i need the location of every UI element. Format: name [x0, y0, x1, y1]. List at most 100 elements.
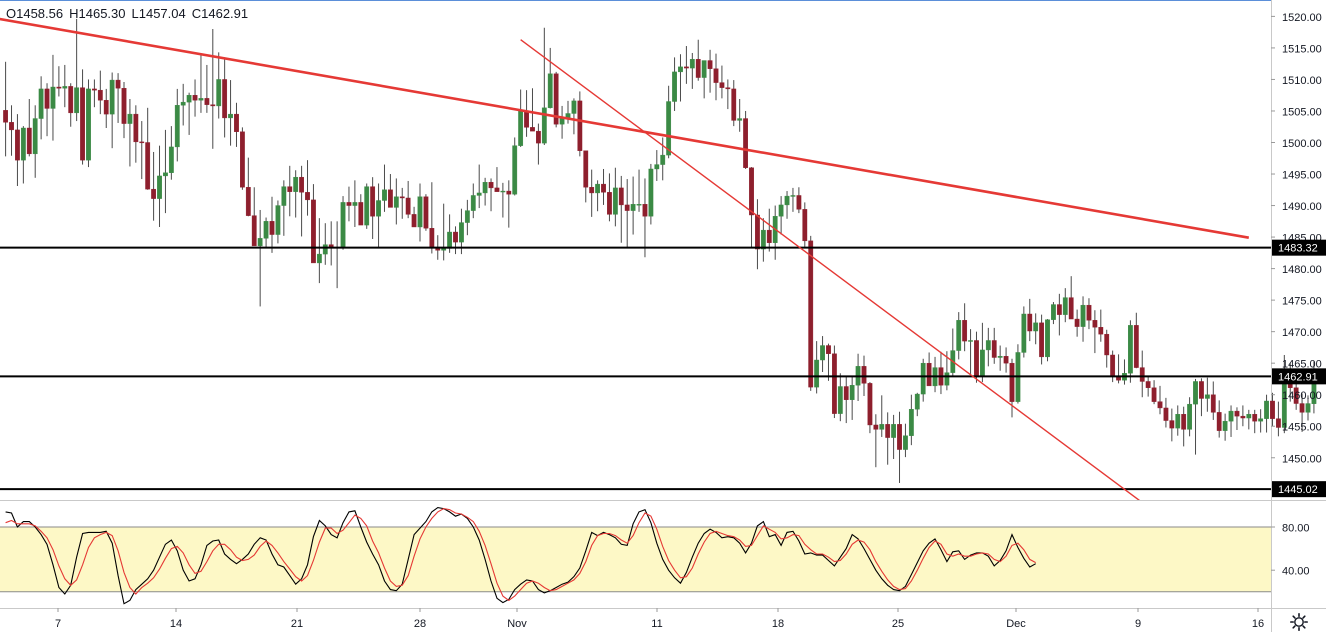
candle [832, 345, 837, 419]
candle-body [808, 240, 814, 388]
candle-body [459, 222, 464, 243]
candle [1104, 329, 1110, 368]
candle [364, 183, 370, 229]
candle [1199, 378, 1204, 417]
candle-body [974, 340, 979, 376]
candle [251, 187, 257, 247]
candle [1151, 380, 1157, 405]
candle [316, 218, 322, 284]
candle [1175, 405, 1181, 436]
candle [1127, 320, 1133, 383]
candle-body [411, 214, 417, 228]
candle [630, 176, 636, 235]
candle-body [506, 190, 512, 195]
candle-body [749, 167, 754, 216]
price-tick-label: 1455.00 [1282, 422, 1322, 434]
candle [346, 186, 352, 222]
candle-body [26, 127, 32, 155]
candle [275, 200, 281, 244]
candle-body [962, 320, 968, 342]
candle [38, 76, 44, 140]
candle [1092, 310, 1098, 354]
candle-body [1157, 401, 1163, 409]
candle [820, 336, 825, 373]
time-tick-label: Nov [507, 618, 527, 630]
candle-body [340, 202, 346, 248]
candle [660, 137, 666, 181]
candle-body [695, 59, 701, 78]
candle-body [1009, 362, 1015, 402]
candle [429, 182, 435, 254]
candle-body [1056, 304, 1062, 315]
candle-body [956, 320, 962, 351]
gear-icon[interactable] [1289, 612, 1309, 632]
candle [713, 53, 719, 101]
candle [382, 164, 387, 212]
candle-body [636, 204, 642, 206]
candle-body [482, 182, 488, 194]
candle-body [346, 202, 352, 206]
candle [547, 47, 553, 109]
candle [595, 180, 601, 212]
candle [506, 180, 512, 228]
candle [1086, 298, 1092, 330]
candle-body [820, 345, 825, 361]
candle-body [316, 253, 322, 264]
price-tick-label: 1490.00 [1282, 201, 1322, 213]
candle [115, 73, 121, 123]
candle [725, 79, 731, 110]
candle [500, 182, 506, 218]
candle-body [944, 372, 950, 386]
candle-body [62, 86, 68, 89]
candle-body [1169, 420, 1175, 429]
candle-body [731, 88, 737, 121]
candle [174, 88, 180, 162]
candle [601, 168, 606, 205]
candle [518, 89, 524, 147]
candle-body [908, 409, 914, 436]
candle-body [1264, 400, 1269, 419]
candle-body [405, 197, 411, 215]
candle-body [814, 359, 820, 388]
candle [749, 167, 754, 248]
candle-body [121, 88, 127, 124]
candle [376, 183, 381, 248]
candle-body [861, 366, 867, 384]
candle [849, 375, 855, 420]
ohlc-high: H1465.30 [69, 6, 126, 21]
candle [607, 173, 612, 222]
candle [151, 151, 156, 221]
candle-body [755, 214, 760, 250]
candle [32, 105, 38, 178]
candle [772, 205, 778, 260]
candle-body [607, 192, 612, 215]
candle [453, 226, 458, 255]
candle [589, 169, 595, 217]
candle [405, 180, 411, 219]
candle [441, 203, 447, 261]
candle [843, 375, 849, 424]
candle-body [127, 113, 133, 124]
candle-body [601, 183, 606, 193]
candle-body [1204, 394, 1210, 399]
candle [1139, 350, 1145, 398]
candle-body [666, 101, 672, 156]
candle [411, 206, 417, 228]
candle-body [311, 199, 316, 264]
candle [790, 187, 796, 212]
candle-body [139, 141, 145, 144]
candle-body [210, 104, 216, 107]
candle [636, 169, 642, 212]
candle-body [245, 187, 251, 216]
candle-body [518, 110, 524, 146]
candle [701, 60, 707, 99]
candle-body [1293, 387, 1299, 404]
candle [1068, 276, 1074, 320]
price-tick-label: 1495.00 [1282, 170, 1322, 182]
candle-body [873, 424, 879, 430]
candle-body [778, 204, 784, 217]
time-tick-label: Dec [1006, 618, 1026, 630]
candle-body [68, 86, 74, 114]
candle [1222, 413, 1228, 441]
